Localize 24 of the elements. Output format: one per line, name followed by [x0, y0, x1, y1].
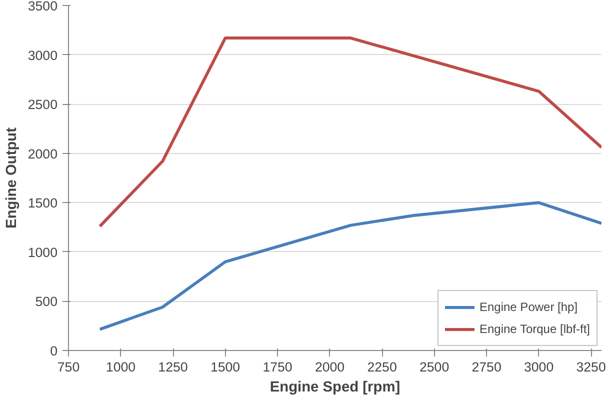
x-tick-label: 2250 — [367, 360, 397, 374]
x-tick-label: 2500 — [419, 360, 450, 374]
x-tick-label: 1750 — [262, 360, 292, 374]
x-tick-label: 1250 — [158, 360, 188, 374]
line-series — [98, 36, 602, 228]
x-tick-label: 750 — [57, 360, 80, 374]
y-tick-label: 3000 — [28, 48, 58, 63]
legend-label: Engine Torque [lbf-ft] — [479, 322, 590, 336]
y-tick-label: 1000 — [28, 244, 58, 260]
y-tick-label: 500 — [35, 294, 58, 310]
y-tick-label: 1500 — [28, 196, 58, 211]
x-tick-label: 3000 — [524, 360, 554, 374]
x-tick-label: 1500 — [210, 360, 240, 374]
y-axis-title: Engine Output — [4, 127, 20, 228]
x-tick-label: 2750 — [472, 360, 502, 374]
x-axis-title: Engine Sped [rpm] — [270, 380, 400, 396]
y-tick-label: 2000 — [28, 146, 58, 162]
x-tick-label: 3250 — [576, 360, 606, 374]
legend-label: Engine Power [hp] — [479, 300, 578, 314]
x-tick-label: 2000 — [314, 360, 345, 374]
y-tick-label: 2500 — [28, 97, 58, 112]
y-tick-label: 0 — [50, 344, 58, 358]
y-tick-label: 3500 — [28, 0, 58, 14]
x-tick-label: 1000 — [106, 360, 136, 374]
